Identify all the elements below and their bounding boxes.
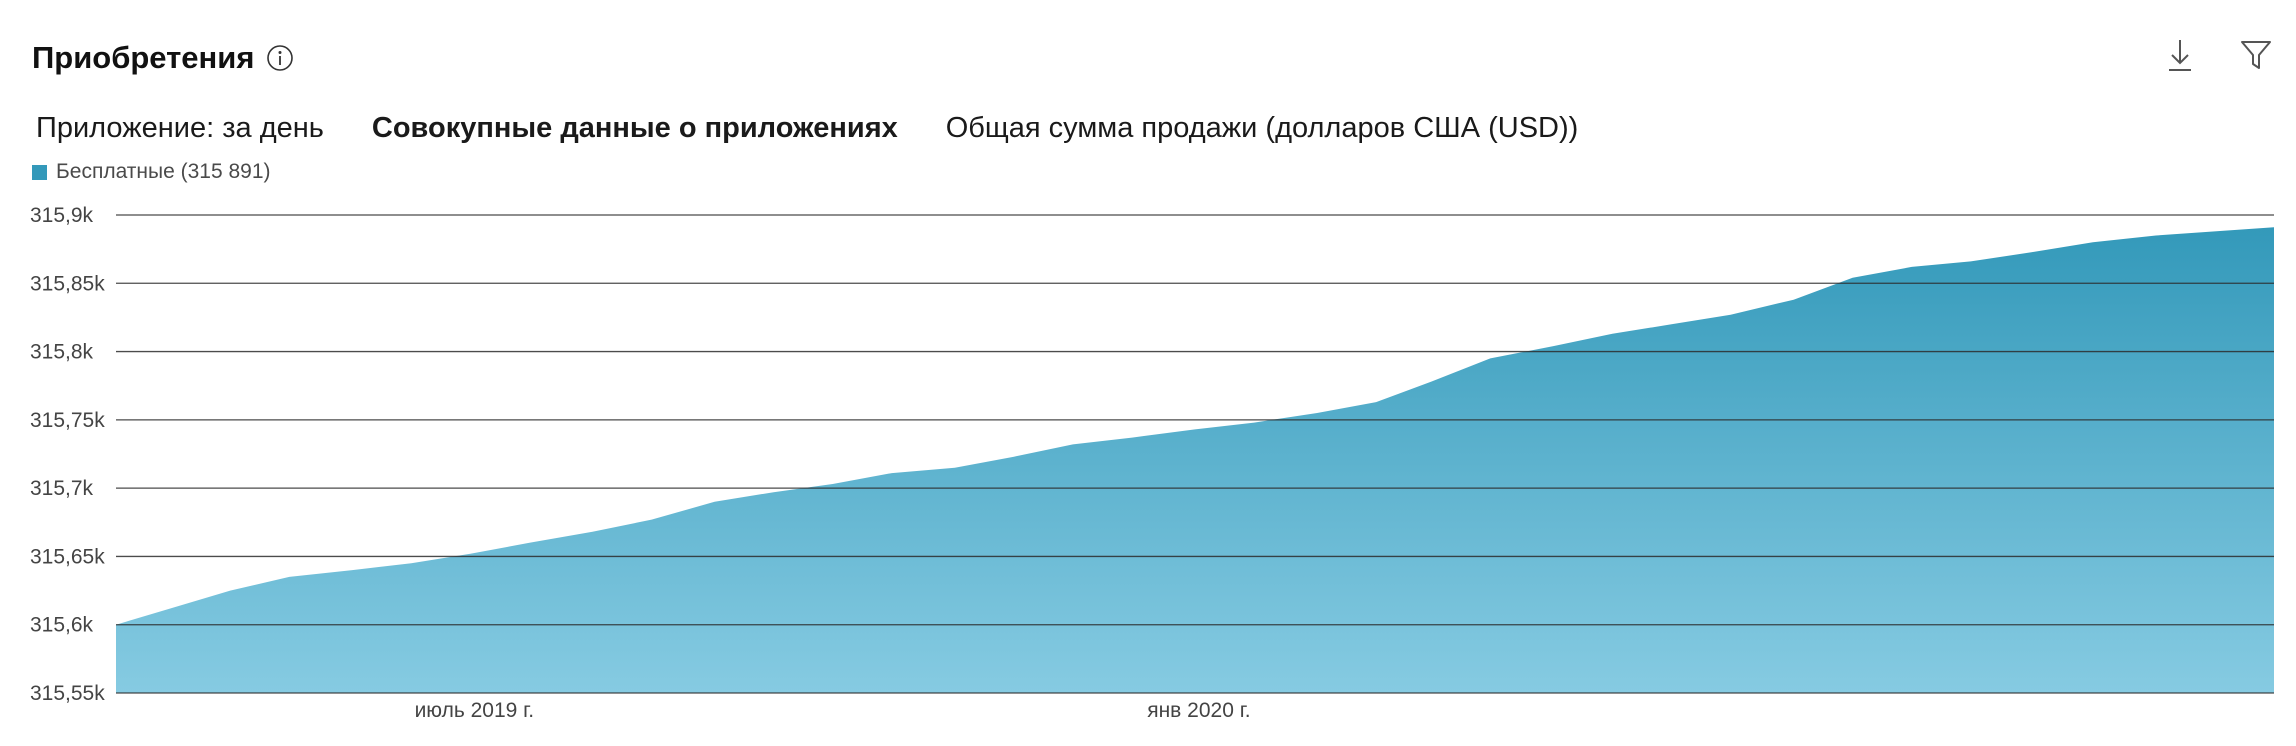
y-tick-label: 315,65k [30,545,105,568]
y-tick-label: 315,7k [30,477,94,500]
y-tick-label: 315,85k [30,272,105,295]
y-tick-label: 315,75k [30,409,105,432]
filter-button[interactable] [2238,36,2274,74]
y-tick-label: 315,55k [30,682,105,705]
chart-legend: Бесплатные (315 891) [32,160,271,184]
info-icon[interactable] [266,44,294,72]
chart-toolbar [2162,36,2274,74]
chart-header: Приобретения [32,36,294,80]
y-tick-label: 315,9k [30,204,94,227]
x-tick-label: янв 2020 г. [1147,699,1250,722]
legend-swatch [32,164,47,180]
download-button[interactable] [2162,36,2198,74]
legend-label: Бесплатные (315 891) [56,160,271,183]
download-icon [2169,40,2191,71]
series-area [116,227,2274,694]
page-title: Приобретения [32,40,255,75]
x-tick-label: июль 2019 г. [415,699,535,722]
acquisitions-area-chart: 315,55k 315,6k 315,65k 315,7k 315,75k 315,8k 3… [30,204,2274,722]
tab-cumulative[interactable]: Совокупные данные о приложениях [371,112,898,144]
tab-daily[interactable]: Приложение: за день [36,112,324,144]
filter-icon [2241,41,2271,69]
y-tick-label: 315,6k [30,614,94,637]
y-tick-label: 315,8k [30,341,94,364]
chart-tabs: Приложение: за день Совокупные данные о … [36,112,1578,145]
tab-sales-total[interactable]: Общая сумма продажи (долларов США (USD)) [945,112,1579,144]
